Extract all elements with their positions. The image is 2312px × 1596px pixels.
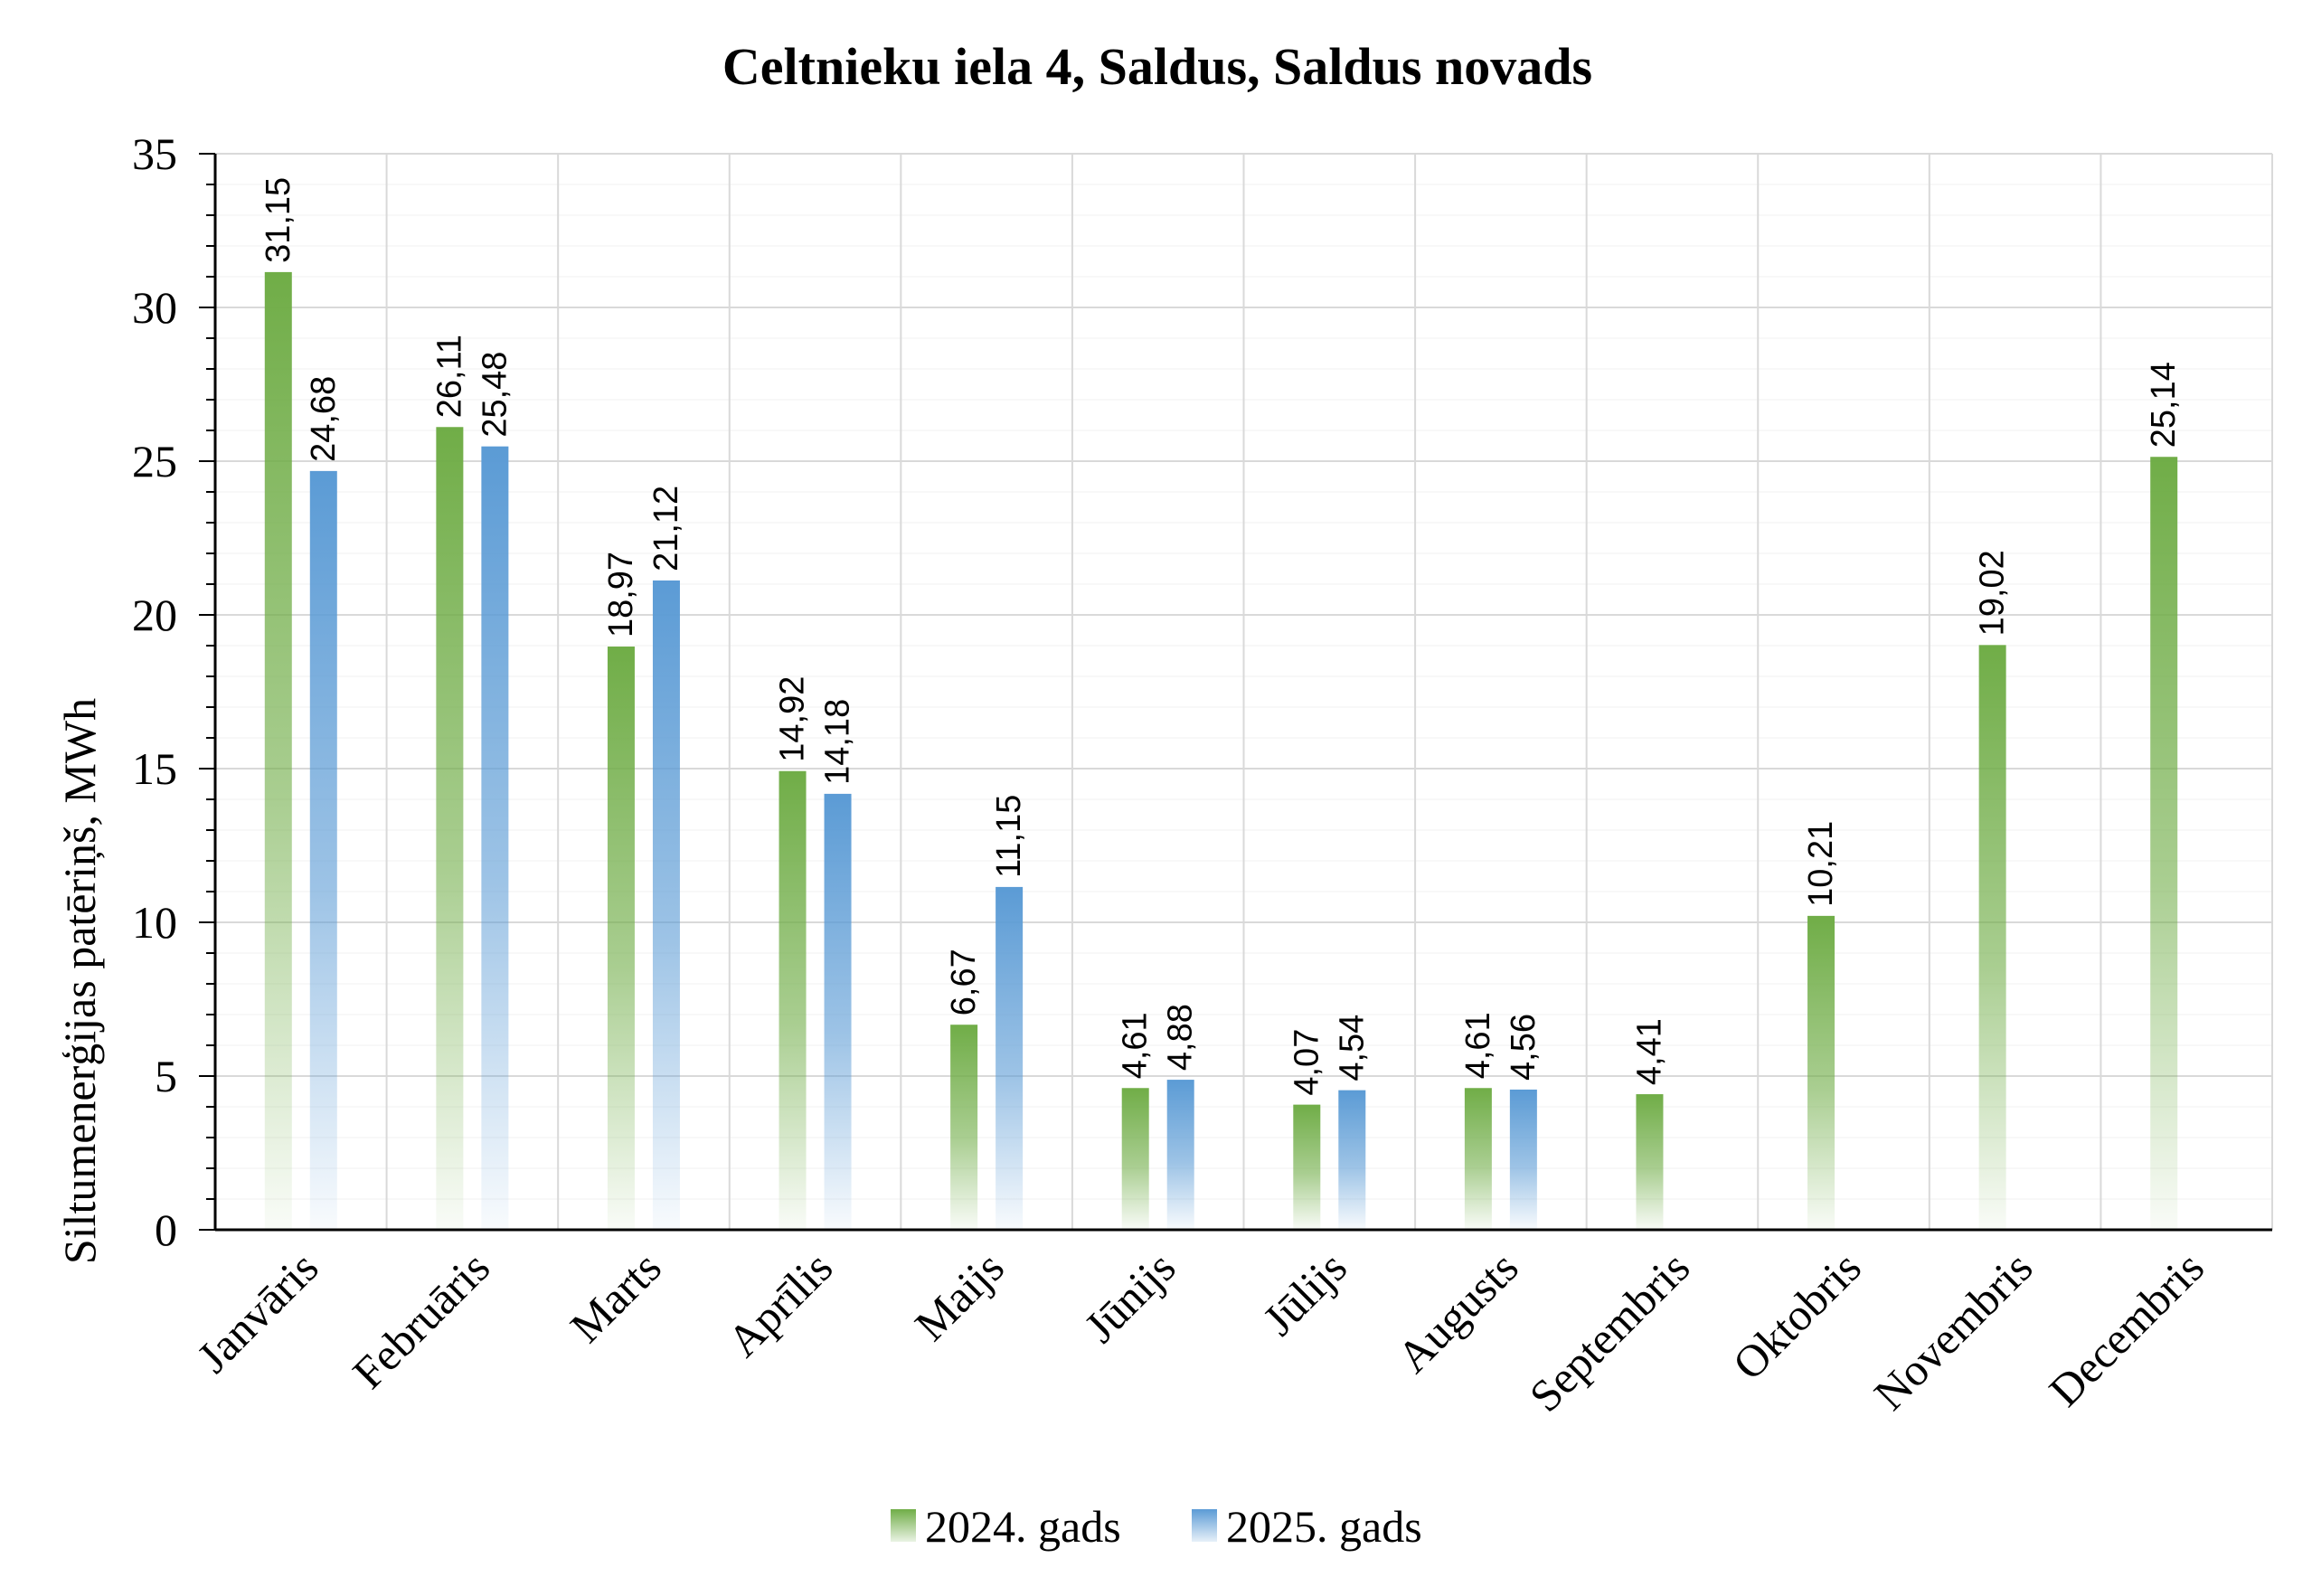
- bar-2025-3: [824, 793, 852, 1230]
- x-tick-label: Janvāris: [187, 1242, 327, 1382]
- data-label: 25,48: [476, 352, 514, 438]
- data-label: 4,41: [1630, 1018, 1668, 1085]
- legend-label-2024: 2024. gads: [925, 1501, 1121, 1552]
- x-tick-label: Augusts: [1387, 1242, 1528, 1383]
- bar-2025-1: [481, 446, 509, 1230]
- y-tick-label: 0: [155, 1204, 177, 1255]
- data-label: 21,12: [647, 486, 685, 571]
- legend: 2024. gads 2025. gads: [891, 1501, 1422, 1552]
- data-label: 14,18: [819, 699, 857, 785]
- bar-2024-1: [436, 427, 464, 1230]
- data-label: 24,68: [305, 376, 343, 462]
- bar-2024-6: [1293, 1104, 1321, 1230]
- data-label: 31,15: [260, 177, 297, 263]
- y-tick-label: 35: [132, 128, 177, 179]
- x-tick-label: Februāris: [343, 1242, 499, 1398]
- data-label: 4,61: [1459, 1012, 1497, 1079]
- y-tick-label: 5: [155, 1051, 177, 1101]
- bar-2024-7: [1464, 1088, 1492, 1230]
- data-label: 10,21: [1802, 821, 1840, 907]
- x-tick-label: Decembris: [2039, 1242, 2213, 1416]
- bar-2025-4: [996, 886, 1024, 1230]
- x-tick-label: Maijs: [905, 1242, 1014, 1350]
- gridlines: [215, 153, 2273, 1230]
- bar-2024-9: [1807, 915, 1835, 1230]
- x-tick-label: Novembris: [1864, 1242, 2043, 1420]
- bar-2025-7: [1509, 1089, 1537, 1230]
- bar-2025-6: [1338, 1090, 1366, 1230]
- legend-swatch-2024: [891, 1509, 916, 1542]
- bars: [264, 271, 2178, 1230]
- y-tick-label: 20: [132, 590, 177, 640]
- bar-2024-5: [1121, 1088, 1149, 1230]
- bar-2024-2: [607, 647, 635, 1230]
- bar-2024-3: [779, 770, 807, 1230]
- bar-2024-4: [950, 1025, 978, 1230]
- data-label: 4,88: [1162, 1004, 1200, 1071]
- bar-2024-8: [1636, 1094, 1664, 1230]
- bar-2024-0: [264, 271, 292, 1230]
- legend-label-2025: 2025. gads: [1226, 1501, 1422, 1552]
- data-labels: 31,15 26,11 18,97 14,92 6,67 4,61 4,07 4,61 4,41…: [260, 177, 2183, 1096]
- data-label: 25,14: [2145, 362, 2183, 448]
- data-label: 11,15: [990, 795, 1028, 878]
- data-label: 26,11: [430, 335, 468, 418]
- data-label: 4,54: [1333, 1015, 1371, 1081]
- data-label: 4,56: [1505, 1014, 1543, 1081]
- bar-2024-11: [2150, 457, 2178, 1230]
- y-tick-label: 25: [132, 436, 177, 486]
- y-tick-label: 30: [132, 282, 177, 333]
- chart-title: Celtnieku iela 4, Saldus, Saldus novads: [722, 37, 1592, 96]
- bar-2025-0: [309, 470, 337, 1230]
- x-tick-label: Oktobris: [1722, 1242, 1870, 1389]
- legend-swatch-2025: [1192, 1509, 1217, 1542]
- data-label: 18,97: [602, 552, 640, 637]
- x-tick-label: Marts: [561, 1242, 671, 1352]
- y-axis-title: Siltumenerģijas patēriņš, MWh: [54, 698, 105, 1264]
- data-label: 4,07: [1288, 1029, 1326, 1096]
- data-label: 14,92: [774, 676, 812, 762]
- bar-2025-2: [652, 580, 680, 1230]
- data-label: 4,61: [1117, 1012, 1155, 1079]
- data-label: 6,67: [945, 949, 983, 1015]
- y-tick-label: 10: [132, 897, 177, 948]
- data-label: 19,02: [1974, 550, 2012, 636]
- x-tick-label: Aprīlis: [718, 1242, 843, 1366]
- y-tick-label: 15: [132, 743, 177, 794]
- bar-2025-5: [1166, 1080, 1194, 1230]
- x-tick-label: Septembris: [1520, 1242, 1700, 1421]
- x-tick-label: Jūnijs: [1074, 1242, 1184, 1352]
- bar-2024-10: [1978, 645, 2006, 1230]
- x-tick-label: Jūlijs: [1253, 1242, 1356, 1345]
